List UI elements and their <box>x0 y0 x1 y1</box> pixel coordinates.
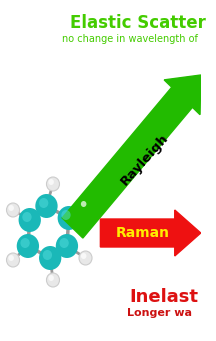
Circle shape <box>61 210 71 220</box>
Circle shape <box>39 198 48 208</box>
Text: Rayleigh: Rayleigh <box>118 131 171 188</box>
Circle shape <box>58 206 80 230</box>
Circle shape <box>35 194 58 218</box>
Circle shape <box>79 199 92 213</box>
Circle shape <box>48 179 54 185</box>
Circle shape <box>43 250 52 260</box>
Circle shape <box>39 246 61 270</box>
Text: Longer wa: Longer wa <box>127 308 192 318</box>
Text: Inelast: Inelast <box>129 288 198 306</box>
Circle shape <box>79 251 92 265</box>
Circle shape <box>17 234 39 258</box>
Circle shape <box>19 208 41 232</box>
Circle shape <box>21 238 30 248</box>
Circle shape <box>6 253 19 267</box>
Circle shape <box>59 238 69 248</box>
Circle shape <box>22 212 32 222</box>
Circle shape <box>46 177 59 191</box>
Circle shape <box>6 203 19 217</box>
Circle shape <box>56 234 78 258</box>
Polygon shape <box>62 75 201 238</box>
Circle shape <box>8 205 14 211</box>
Circle shape <box>8 255 14 261</box>
Text: no change in wavelength of: no change in wavelength of <box>62 34 198 44</box>
Circle shape <box>48 275 54 281</box>
Polygon shape <box>100 210 201 256</box>
Circle shape <box>81 253 86 259</box>
Circle shape <box>46 273 59 287</box>
Text: Elastic Scatter: Elastic Scatter <box>70 14 205 32</box>
Circle shape <box>81 201 86 207</box>
Text: Raman: Raman <box>116 226 170 240</box>
